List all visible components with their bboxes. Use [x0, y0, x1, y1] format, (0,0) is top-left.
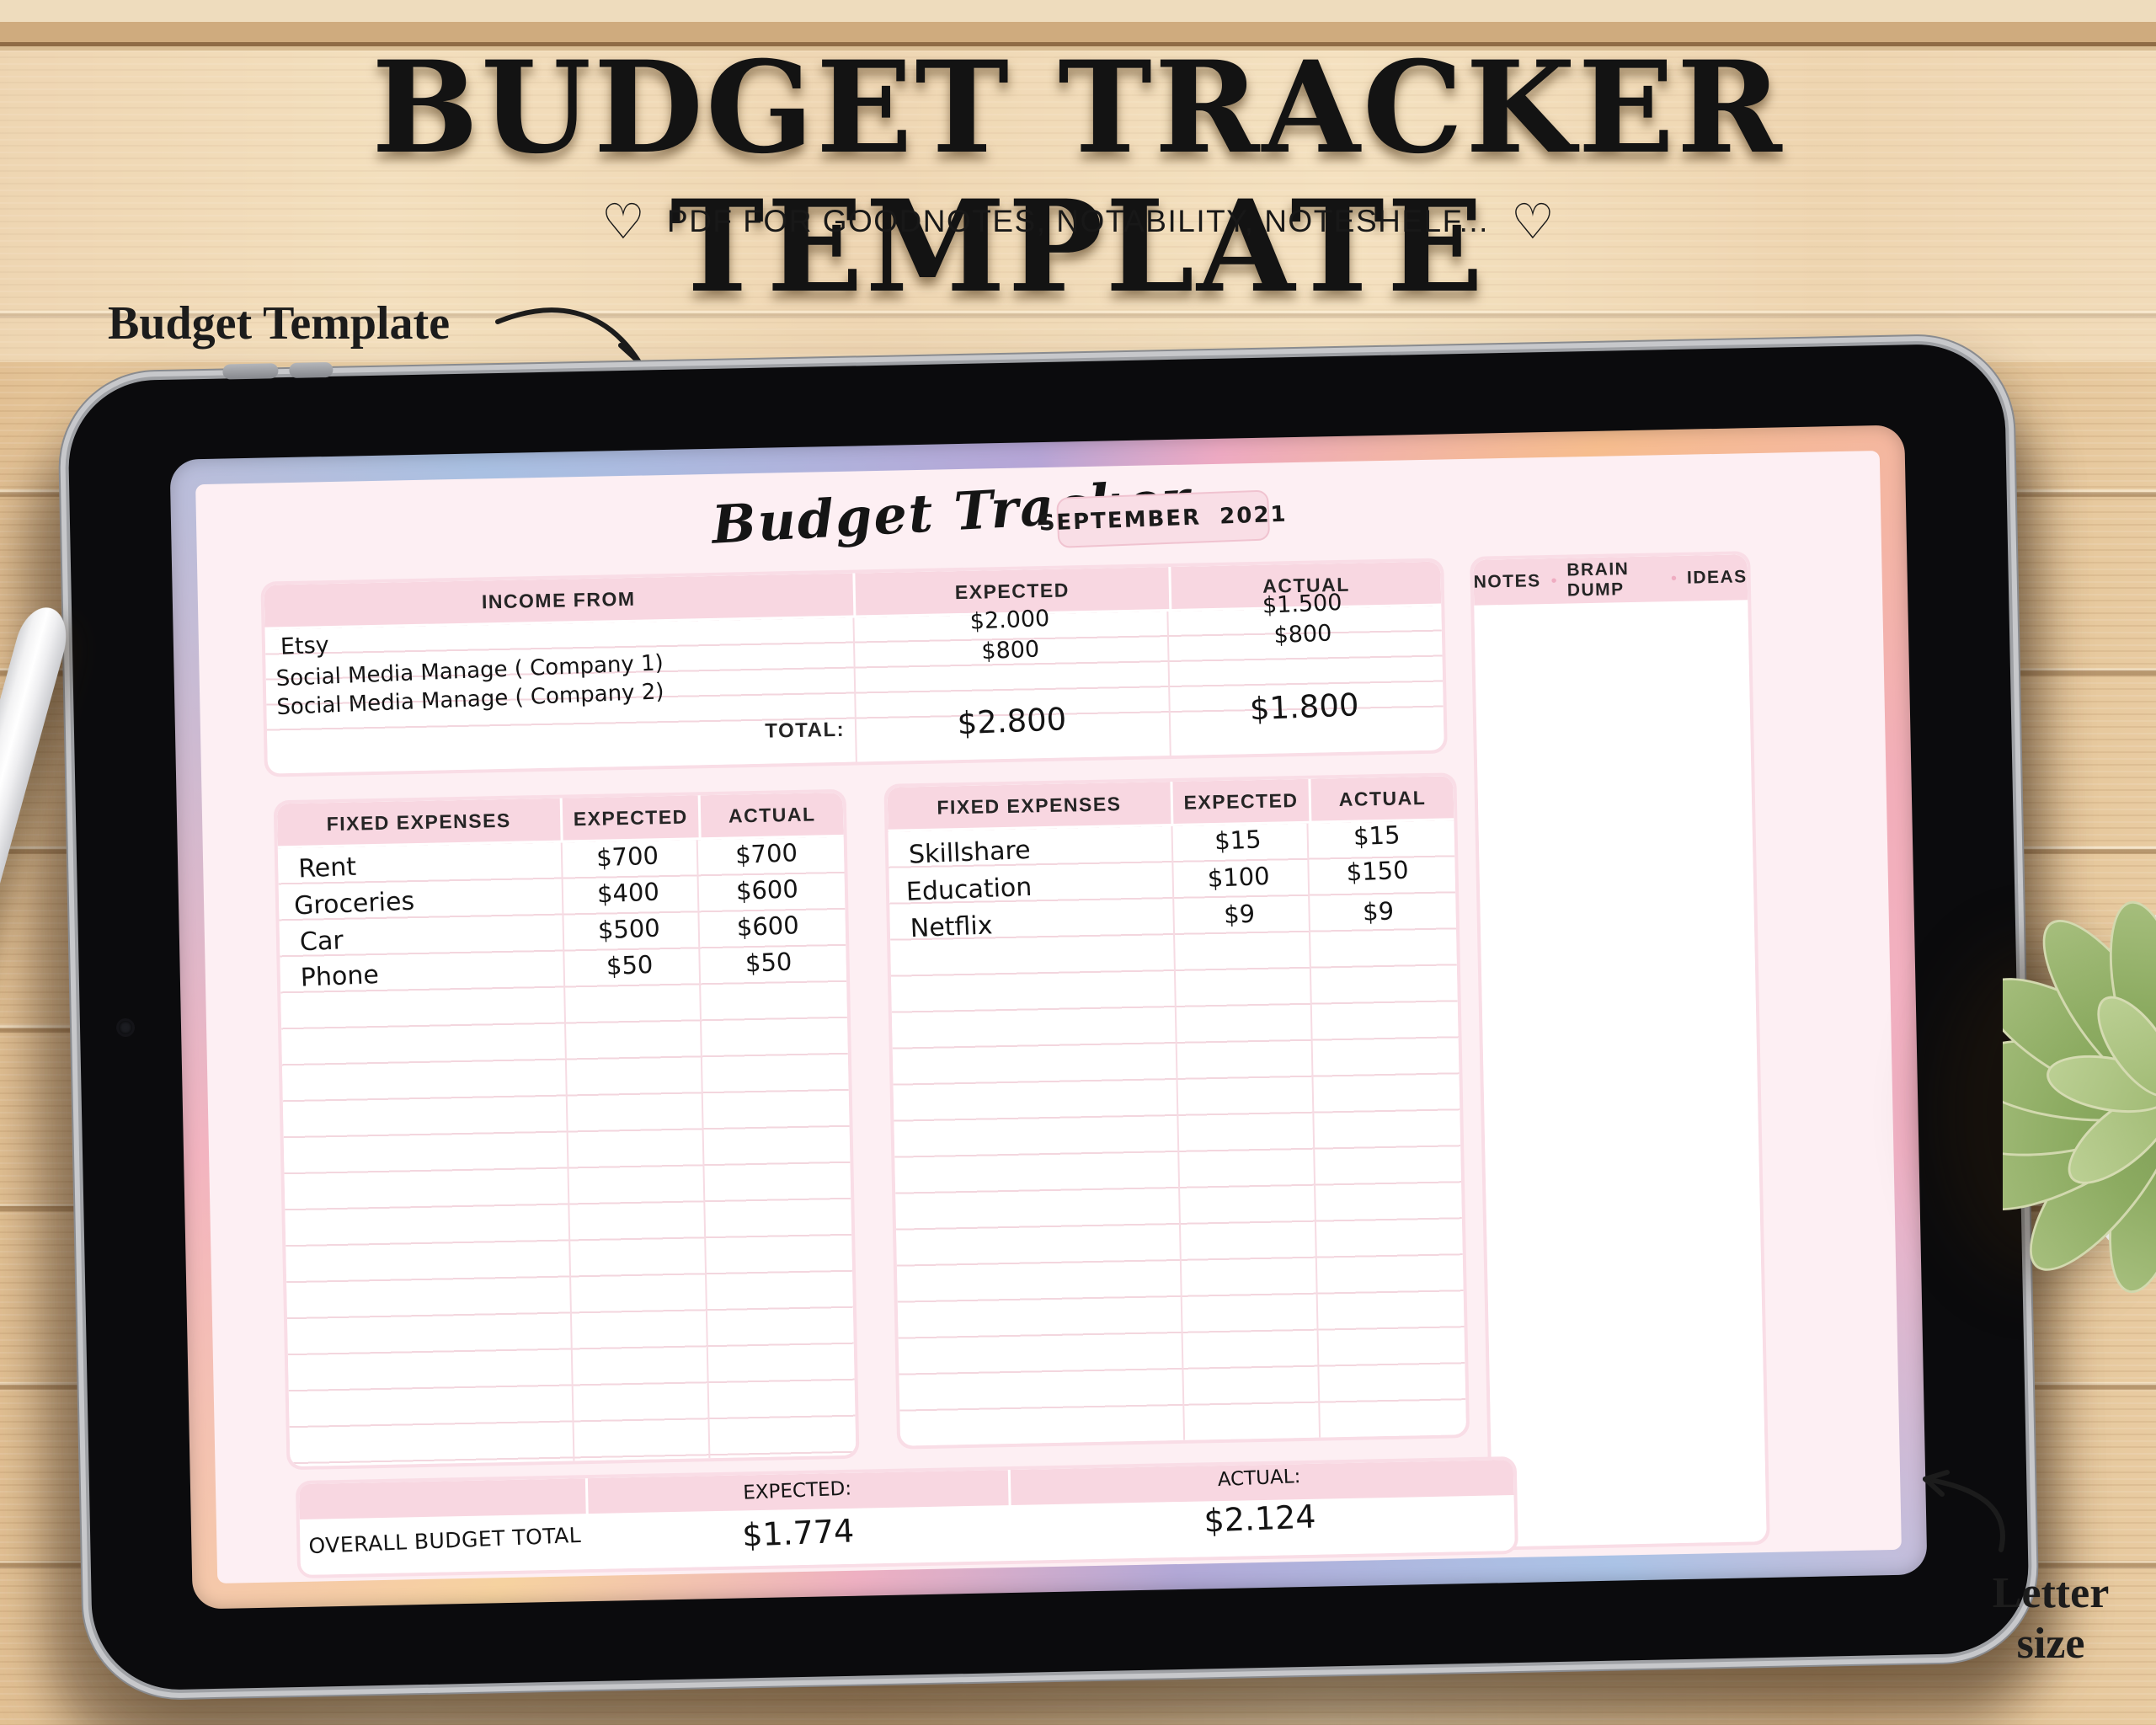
tablet-screen: Budget Tracker SEPTEMBER 2021 INCOME FRO… [169, 425, 1928, 1610]
front-camera-icon [118, 1020, 133, 1035]
dot-separator-icon: • [1550, 571, 1557, 590]
wood-title-zone [0, 49, 2156, 362]
date-badge: SEPTEMBER 2021 [1038, 489, 1288, 548]
volume-button [289, 361, 334, 378]
expense-actual: $50 [744, 947, 792, 978]
expense-expected: $400 [596, 877, 660, 909]
expense-expected: $100 [1207, 861, 1271, 893]
subtitle-row: ♡ PDF FOR GOODNOTES, NOTABILITY, NOTESHE… [0, 197, 2156, 246]
annotation-letter-size: Letter size [1992, 1569, 2110, 1668]
expense-actual: $700 [734, 838, 798, 870]
expense-actual: $150 [1346, 855, 1410, 887]
fixed-expenses-table-left: FIXED EXPENSES EXPECTED ACTUAL Rent Groc… [273, 788, 860, 1471]
overall-spacer-cell [298, 1478, 586, 1519]
actual-col-header: ACTUAL [1338, 786, 1427, 810]
volume-button [222, 363, 279, 380]
badge-year: 2021 [1219, 501, 1289, 530]
income-row-label: Etsy [280, 632, 330, 660]
expected-col-header: EXPECTED [954, 578, 1070, 603]
expense-actual: $15 [1353, 820, 1401, 852]
expense-label: Netflix [910, 911, 994, 944]
badge-month: SEPTEMBER [1038, 505, 1202, 537]
tablet: Budget Tracker SEPTEMBER 2021 INCOME FRO… [67, 343, 2031, 1691]
notes-header-item: NOTES [1473, 571, 1541, 592]
expense-label: Education [905, 872, 1033, 907]
annotation-budget-template: Budget Template [108, 297, 451, 350]
succulent-plant [2003, 830, 2156, 1360]
expense-label: Phone [300, 959, 380, 993]
expense-expected: $15 [1214, 825, 1262, 856]
expected-col-header: EXPECTED [573, 805, 689, 830]
curved-arrow-up-icon [1923, 1470, 2005, 1552]
heart-left-icon: ♡ [601, 193, 646, 250]
expected-col-header: EXPECTED [1183, 788, 1299, 814]
expense-label: Groceries [293, 886, 415, 921]
dot-separator-icon: • [1670, 569, 1678, 588]
main-title: BUDGET TRACKER TEMPLATE [371, 34, 1785, 321]
wood-top-band [0, 0, 2156, 51]
expense-expected: $50 [606, 949, 654, 981]
subtitle: PDF FOR GOODNOTES, NOTABILITY, NOTESHELF… [667, 204, 1489, 238]
fixed-col-header: FIXED EXPENSES [326, 809, 511, 835]
curved-arrow-down-icon [495, 307, 642, 368]
expense-actual: $600 [735, 874, 799, 906]
income-table: INCOME FROM EXPECTED ACTUAL Etsy Social … [260, 558, 1448, 777]
expense-label: Car [299, 926, 344, 958]
expense-label: Rent [297, 852, 357, 884]
fixed-expenses-table-right: FIXED EXPENSES EXPECTED ACTUAL Skillshar… [883, 772, 1470, 1450]
actual-col-header: ACTUAL [728, 803, 816, 827]
expense-actual: $600 [736, 911, 800, 943]
income-total-label: TOTAL: [765, 718, 846, 743]
notes-body [1474, 602, 1767, 1547]
heart-right-icon: ♡ [1510, 193, 1555, 250]
notes-header-item: IDEAS [1686, 567, 1748, 588]
budget-template-page: Budget Tracker SEPTEMBER 2021 INCOME FRO… [195, 451, 1902, 1583]
expense-expected: $500 [597, 913, 661, 945]
expense-expected: $700 [595, 841, 659, 873]
notes-panel: NOTES • BRAIN DUMP • IDEAS [1470, 551, 1770, 1551]
income-col-header: INCOME FROM [481, 587, 636, 612]
expense-expected: $9 [1223, 899, 1256, 930]
overall-budget-total-bar: OVERALL BUDGET TOTAL EXPECTED: ACTUAL: $… [295, 1455, 1518, 1579]
fixed-col-header: FIXED EXPENSES [937, 792, 1122, 819]
notes-header-item: BRAIN DUMP [1566, 559, 1630, 601]
expense-actual: $9 [1362, 896, 1395, 927]
expense-label: Skillshare [908, 835, 1032, 870]
